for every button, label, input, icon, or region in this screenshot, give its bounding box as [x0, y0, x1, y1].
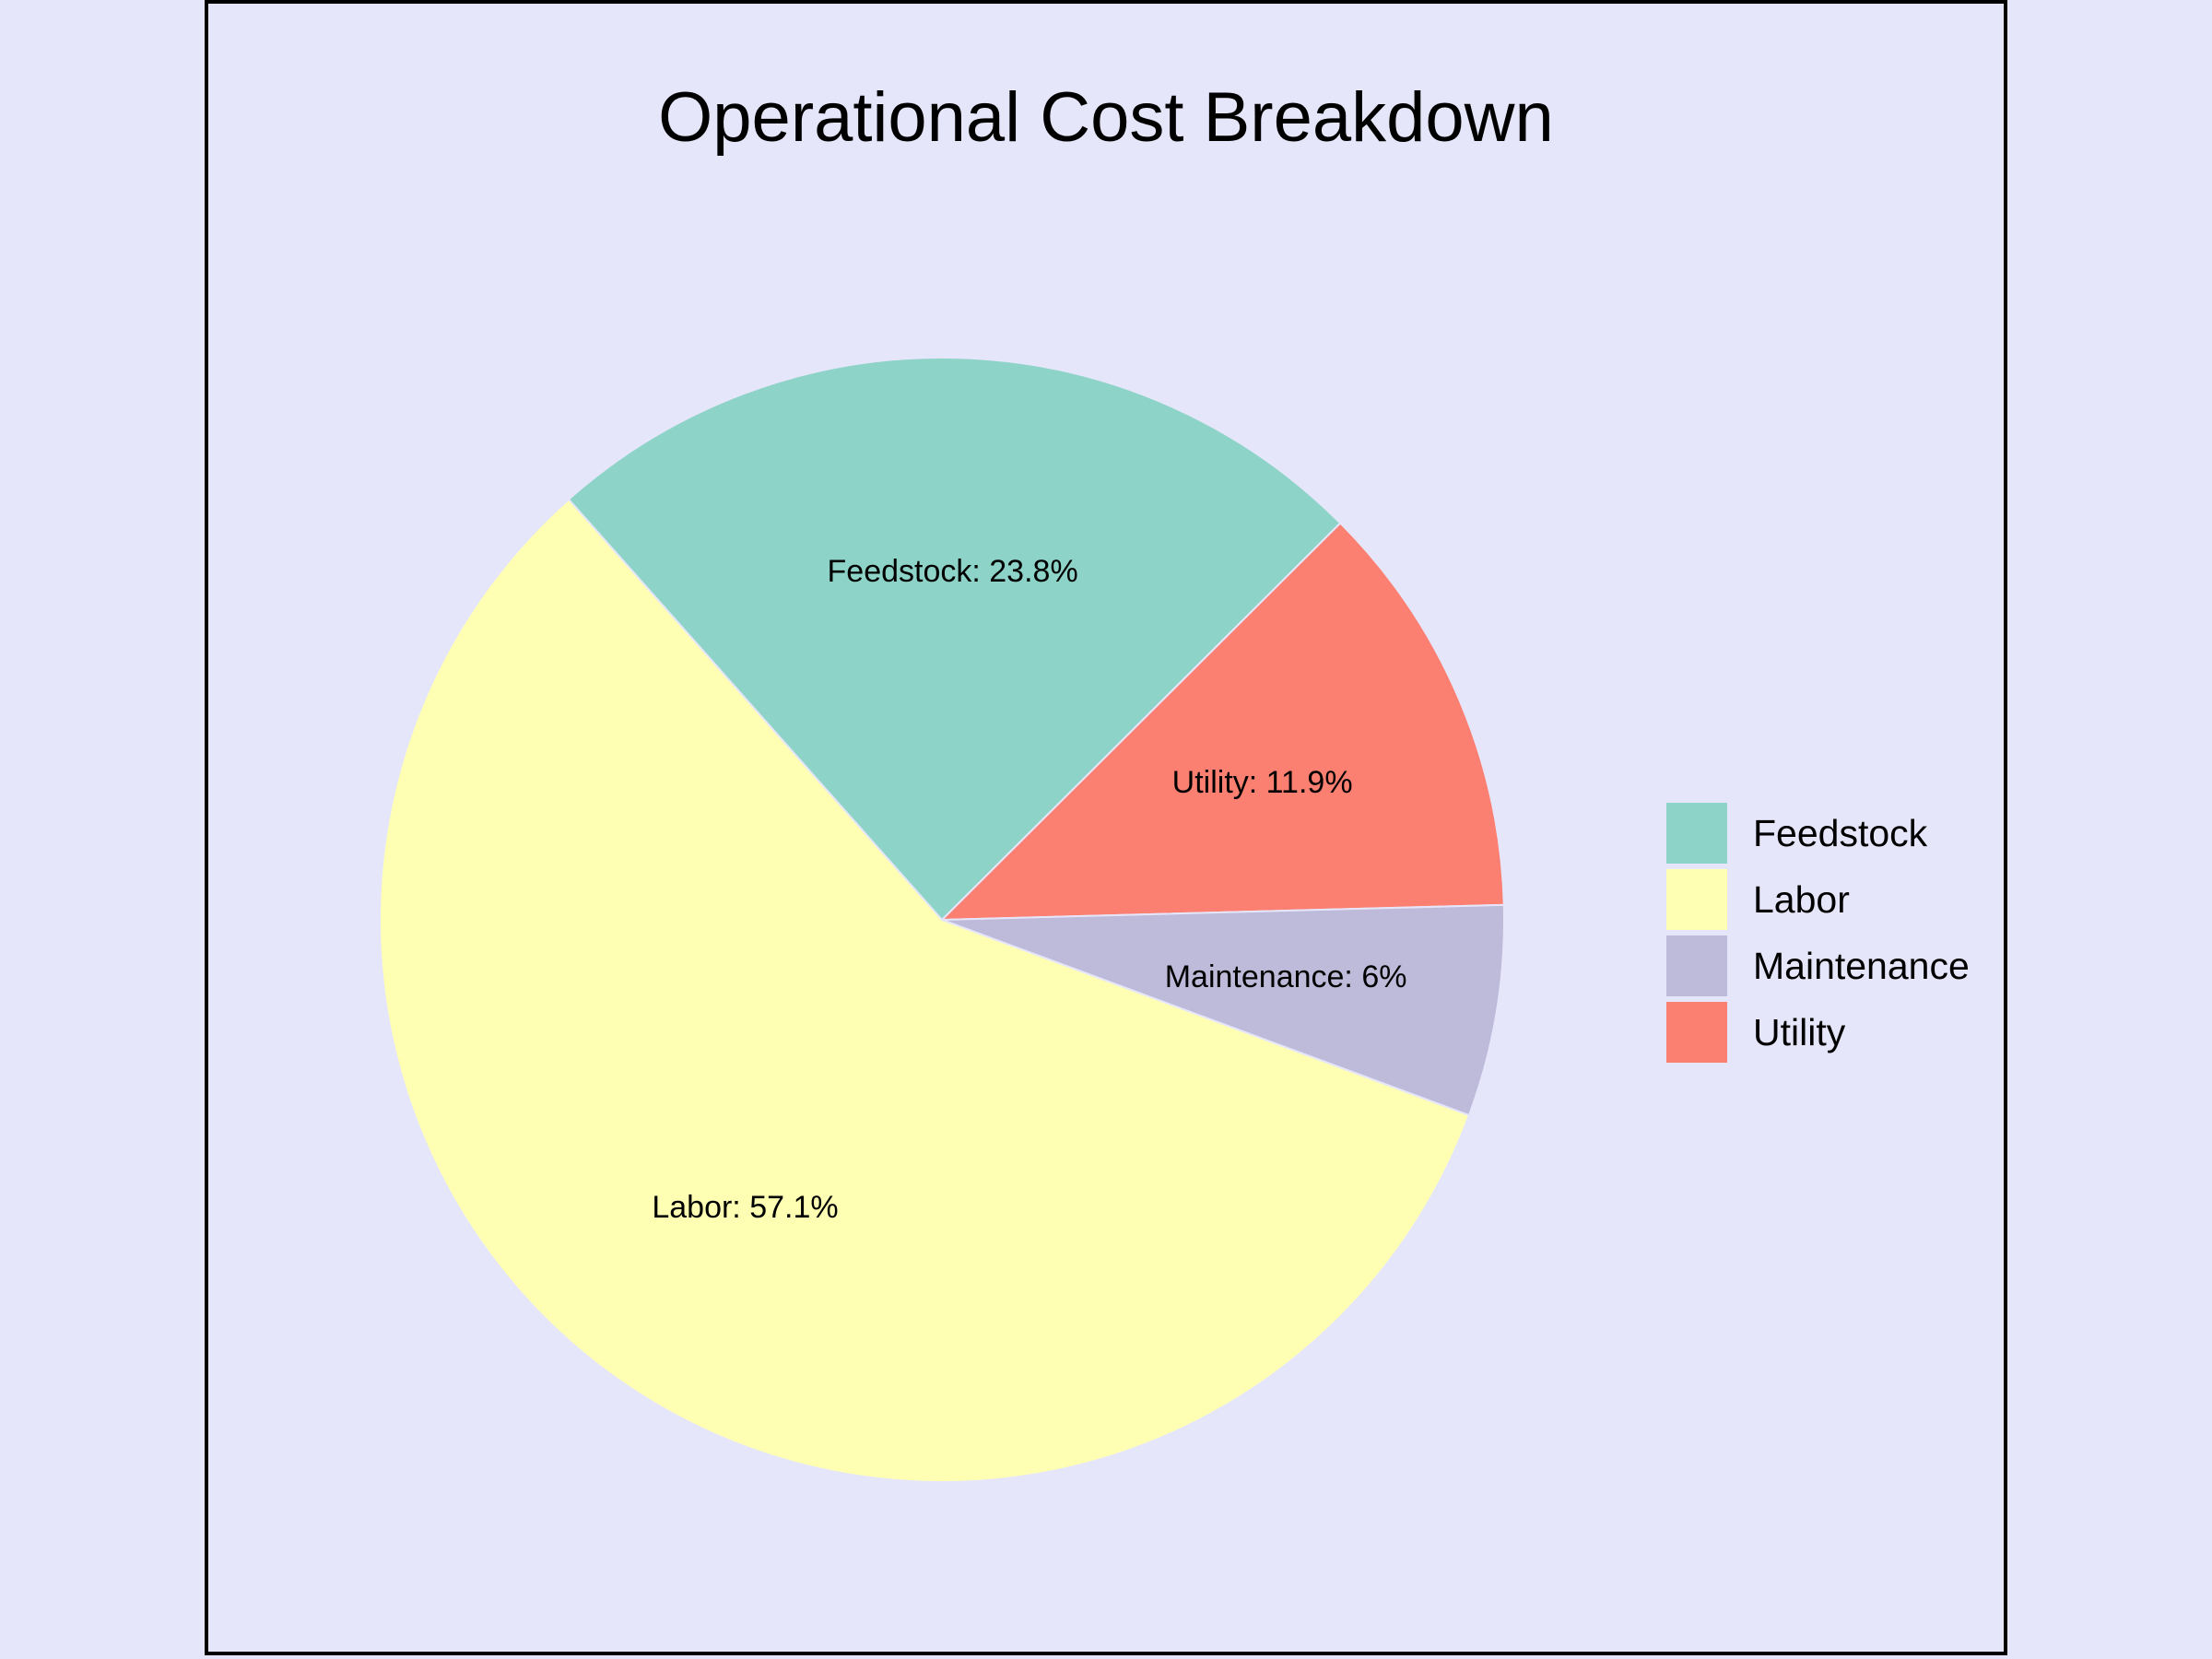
legend-swatch-utility — [1666, 1002, 1727, 1063]
legend-item-feedstock: Feedstock — [1666, 800, 1970, 866]
pie-slice-maintenance — [941, 903, 1505, 1117]
legend-item-labor: Labor — [1666, 866, 1970, 933]
plot-frame — [205, 0, 2007, 1655]
legend-swatch-labor — [1666, 869, 1727, 930]
legend-swatch-maintenance — [1666, 935, 1727, 996]
slice-label-maintenance: Maintenance: 6% — [1165, 959, 1407, 994]
slice-label-feedstock: Feedstock: 23.8% — [828, 554, 1078, 589]
slice-label-labor: Labor: 57.1% — [652, 1190, 838, 1225]
pie-slice-labor — [379, 498, 1471, 1483]
chart-title: Operational Cost Breakdown — [658, 78, 1554, 157]
legend-label-feedstock: Feedstock — [1753, 811, 1928, 854]
legend-item-utility: Utility — [1666, 999, 1970, 1065]
legend-label-maintenance: Maintenance — [1753, 944, 1970, 987]
legend-label-utility: Utility — [1753, 1010, 1846, 1053]
legend: Feedstock Labor Maintenance Utility — [1666, 800, 1970, 1065]
legend-item-maintenance: Maintenance — [1666, 933, 1970, 999]
pie-slice-feedstock — [567, 357, 1342, 922]
legend-swatch-feedstock — [1666, 803, 1727, 864]
pie-slice-utility — [939, 522, 1505, 922]
legend-label-labor: Labor — [1753, 877, 1850, 921]
slice-label-utility: Utility: 11.9% — [1172, 765, 1353, 800]
